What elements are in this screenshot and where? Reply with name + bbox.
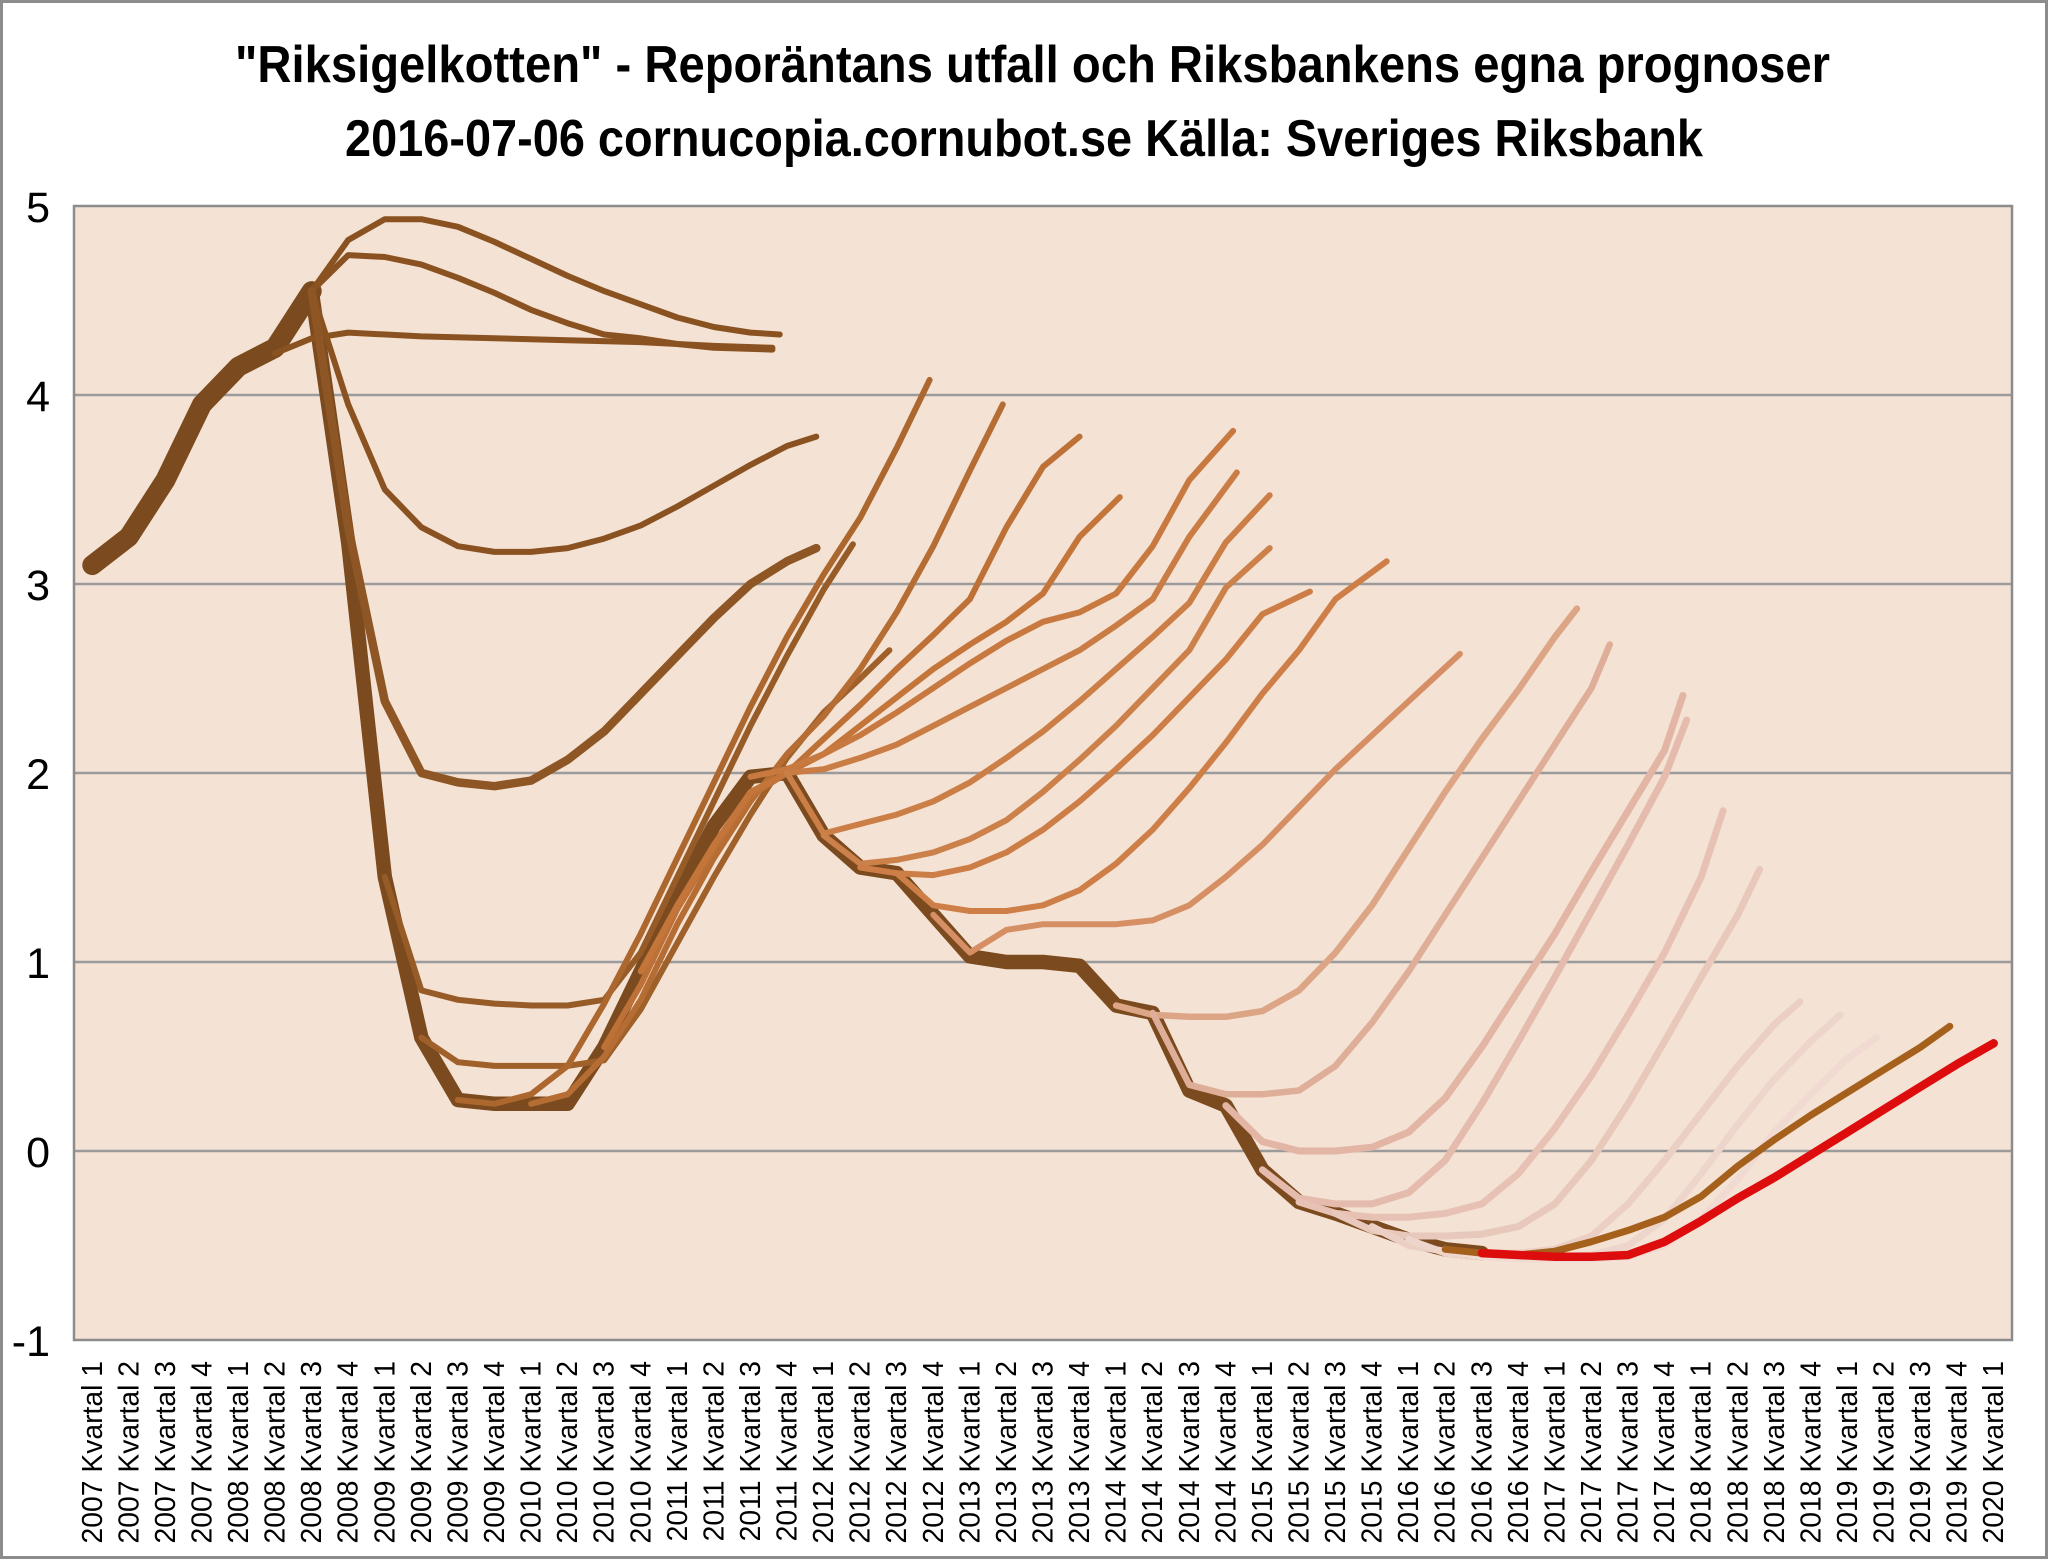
svg-text:2016 Kvartal 2: 2016 Kvartal 2 <box>1429 1361 1461 1543</box>
svg-text:5: 5 <box>26 184 50 232</box>
svg-text:2009 Kvartal 1: 2009 Kvartal 1 <box>368 1361 400 1543</box>
svg-text:2016 Kvartal 3: 2016 Kvartal 3 <box>1465 1361 1497 1543</box>
svg-text:2009 Kvartal 2: 2009 Kvartal 2 <box>405 1361 437 1543</box>
svg-text:2014 Kvartal 4: 2014 Kvartal 4 <box>1209 1361 1241 1543</box>
svg-text:2019 Kvartal 2: 2019 Kvartal 2 <box>1868 1361 1900 1543</box>
svg-text:2017 Kvartal 2: 2017 Kvartal 2 <box>1575 1361 1607 1543</box>
svg-text:2008 Kvartal 3: 2008 Kvartal 3 <box>295 1361 327 1543</box>
svg-text:2018 Kvartal 1: 2018 Kvartal 1 <box>1685 1361 1717 1543</box>
svg-text:2009 Kvartal 4: 2009 Kvartal 4 <box>478 1361 510 1543</box>
svg-text:2016 Kvartal 4: 2016 Kvartal 4 <box>1502 1361 1534 1543</box>
svg-text:2012 Kvartal 1: 2012 Kvartal 1 <box>807 1361 839 1543</box>
svg-text:2015 Kvartal 2: 2015 Kvartal 2 <box>1283 1361 1315 1543</box>
svg-text:2017 Kvartal 4: 2017 Kvartal 4 <box>1648 1361 1680 1543</box>
svg-text:2014 Kvartal 1: 2014 Kvartal 1 <box>1100 1361 1132 1543</box>
svg-text:2015 Kvartal 1: 2015 Kvartal 1 <box>1246 1361 1278 1543</box>
svg-text:2007 Kvartal 2: 2007 Kvartal 2 <box>112 1361 144 1543</box>
svg-text:2010 Kvartal 3: 2010 Kvartal 3 <box>588 1361 620 1543</box>
svg-text:2019 Kvartal 1: 2019 Kvartal 1 <box>1831 1361 1863 1543</box>
svg-text:1: 1 <box>26 940 50 988</box>
svg-text:2012 Kvartal 4: 2012 Kvartal 4 <box>917 1361 949 1543</box>
svg-text:"Riksigelkotten" - Reporäntans: "Riksigelkotten" - Reporäntans utfall oc… <box>235 36 1830 94</box>
svg-text:2013 Kvartal 2: 2013 Kvartal 2 <box>990 1361 1022 1543</box>
svg-text:2016 Kvartal 1: 2016 Kvartal 1 <box>1392 1361 1424 1543</box>
svg-text:2018 Kvartal 4: 2018 Kvartal 4 <box>1794 1361 1826 1543</box>
svg-text:2019 Kvartal 4: 2019 Kvartal 4 <box>1941 1361 1973 1543</box>
svg-text:2019 Kvartal 3: 2019 Kvartal 3 <box>1904 1361 1936 1543</box>
svg-text:2018 Kvartal 2: 2018 Kvartal 2 <box>1721 1361 1753 1543</box>
svg-text:2007 Kvartal 4: 2007 Kvartal 4 <box>186 1361 218 1543</box>
svg-text:4: 4 <box>26 373 50 421</box>
svg-text:2015 Kvartal 3: 2015 Kvartal 3 <box>1319 1361 1351 1543</box>
svg-text:2008 Kvartal 4: 2008 Kvartal 4 <box>332 1361 364 1543</box>
svg-text:2016-07-06 cornucopia.cornubot: 2016-07-06 cornucopia.cornubot.se Källa:… <box>345 110 1703 168</box>
svg-text:2007 Kvartal 3: 2007 Kvartal 3 <box>149 1361 181 1543</box>
svg-text:2010 Kvartal 1: 2010 Kvartal 1 <box>515 1361 547 1543</box>
svg-text:2020 Kvartal 1: 2020 Kvartal 1 <box>1977 1361 2009 1543</box>
svg-text:2: 2 <box>26 751 50 799</box>
svg-text:2007 Kvartal 1: 2007 Kvartal 1 <box>76 1361 108 1543</box>
svg-text:2013 Kvartal 1: 2013 Kvartal 1 <box>953 1361 985 1543</box>
svg-text:2017 Kvartal 3: 2017 Kvartal 3 <box>1612 1361 1644 1543</box>
svg-text:2008 Kvartal 2: 2008 Kvartal 2 <box>259 1361 291 1543</box>
svg-text:2008 Kvartal 1: 2008 Kvartal 1 <box>222 1361 254 1543</box>
svg-text:2010 Kvartal 4: 2010 Kvartal 4 <box>624 1361 656 1543</box>
svg-text:-1: -1 <box>12 1318 50 1366</box>
svg-text:2014 Kvartal 3: 2014 Kvartal 3 <box>1173 1361 1205 1543</box>
svg-text:2018 Kvartal 3: 2018 Kvartal 3 <box>1758 1361 1790 1543</box>
svg-text:2013 Kvartal 3: 2013 Kvartal 3 <box>1027 1361 1059 1543</box>
svg-text:2014 Kvartal 2: 2014 Kvartal 2 <box>1136 1361 1168 1543</box>
svg-text:2010 Kvartal 2: 2010 Kvartal 2 <box>551 1361 583 1543</box>
svg-text:3: 3 <box>26 562 50 610</box>
svg-text:2013 Kvartal 4: 2013 Kvartal 4 <box>1063 1361 1095 1543</box>
svg-text:0: 0 <box>26 1129 50 1177</box>
svg-text:2009 Kvartal 3: 2009 Kvartal 3 <box>441 1361 473 1543</box>
svg-text:2012 Kvartal 2: 2012 Kvartal 2 <box>844 1361 876 1543</box>
svg-text:2017 Kvartal 1: 2017 Kvartal 1 <box>1538 1361 1570 1543</box>
svg-text:2015 Kvartal 4: 2015 Kvartal 4 <box>1356 1361 1388 1543</box>
svg-text:2011 Kvartal 3: 2011 Kvartal 3 <box>734 1361 766 1541</box>
svg-text:2011 Kvartal 2: 2011 Kvartal 2 <box>697 1361 729 1541</box>
svg-text:2011 Kvartal 4: 2011 Kvartal 4 <box>771 1361 803 1541</box>
svg-text:2012 Kvartal 3: 2012 Kvartal 3 <box>880 1361 912 1543</box>
svg-text:2011 Kvartal 1: 2011 Kvartal 1 <box>661 1361 693 1541</box>
